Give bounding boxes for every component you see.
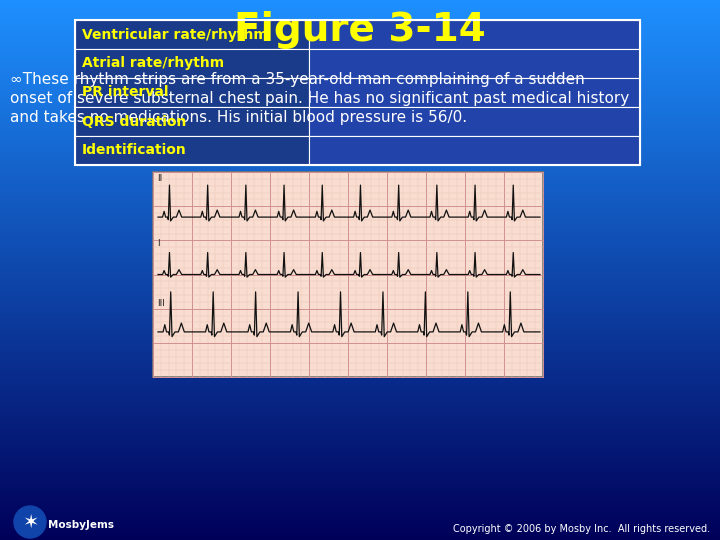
Text: and takes no medications. His initial blood pressure is 56/0.: and takes no medications. His initial bl… xyxy=(10,110,467,125)
Text: III: III xyxy=(157,299,165,308)
Bar xyxy=(153,172,543,377)
Text: Ventricular rate/rhythm: Ventricular rate/rhythm xyxy=(82,28,268,42)
Bar xyxy=(310,49,640,78)
Bar xyxy=(310,20,640,49)
Text: QRS duration: QRS duration xyxy=(82,114,186,129)
Circle shape xyxy=(14,506,46,538)
Bar xyxy=(310,78,640,107)
Text: Copyright © 2006 by Mosby Inc.  All rights reserved.: Copyright © 2006 by Mosby Inc. All right… xyxy=(453,524,710,534)
Bar xyxy=(75,20,310,49)
Bar xyxy=(75,20,640,165)
Text: onset of severe substernal chest pain. He has no significant past medical histor: onset of severe substernal chest pain. H… xyxy=(10,91,629,106)
Text: I: I xyxy=(157,239,160,248)
Bar xyxy=(75,136,310,165)
Text: ✶: ✶ xyxy=(22,512,38,531)
Text: Identification: Identification xyxy=(82,144,186,158)
Bar xyxy=(75,49,310,78)
Bar xyxy=(75,107,310,136)
Text: PR interval: PR interval xyxy=(82,85,168,99)
Text: II: II xyxy=(157,174,162,183)
Text: Figure 3-14: Figure 3-14 xyxy=(234,11,486,49)
Text: MosbyJems: MosbyJems xyxy=(48,520,114,530)
Bar xyxy=(310,136,640,165)
Bar xyxy=(75,78,310,107)
Text: ∞These rhythm strips are from a 35-year-old man complaining of a sudden: ∞These rhythm strips are from a 35-year-… xyxy=(10,72,585,87)
Text: Atrial rate/rhythm: Atrial rate/rhythm xyxy=(82,57,224,71)
Bar xyxy=(310,107,640,136)
